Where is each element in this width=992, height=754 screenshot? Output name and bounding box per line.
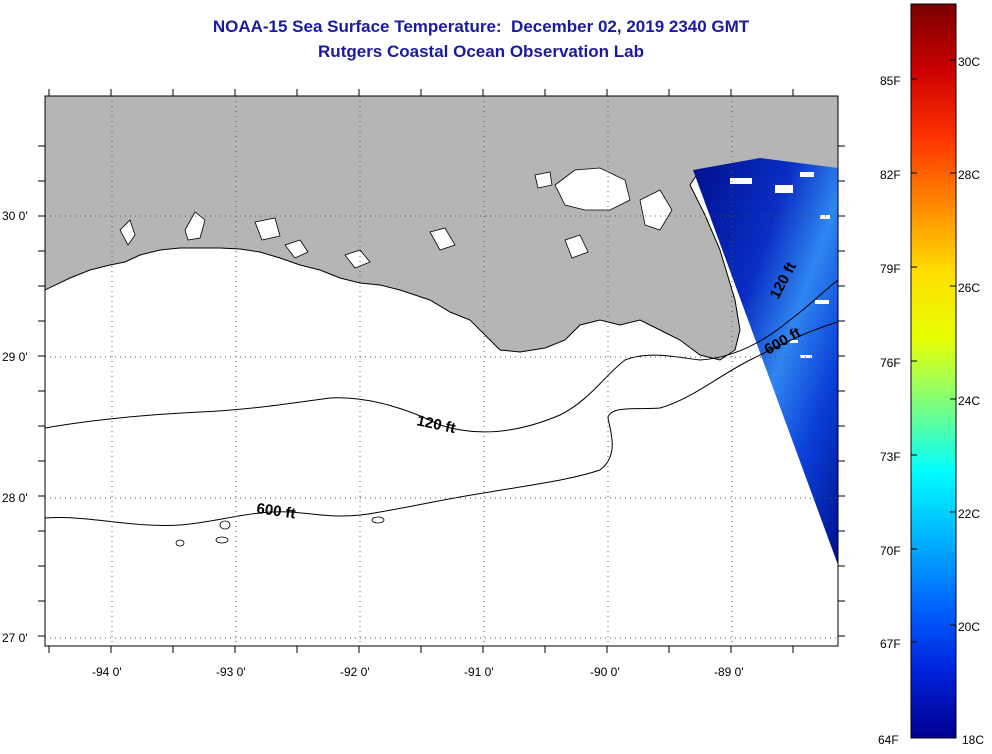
lat-label: 29 0' [2, 350, 28, 364]
celsius-label: 30C [958, 55, 980, 69]
contour-label-600: 600 ft [255, 500, 296, 522]
title-line-1: NOAA-15 Sea Surface Temperature: Decembe… [212, 17, 750, 36]
lon-label: -90 0' [590, 665, 620, 679]
lake [284, 239, 309, 259]
lake [254, 217, 281, 241]
fahrenheit-label: 79F [880, 262, 901, 276]
fahrenheit-label: 73F [880, 450, 901, 464]
fahrenheit-label: 76F [880, 356, 901, 370]
lon-label: -89 0' [714, 665, 744, 679]
lat-label: 27 0' [2, 631, 28, 645]
lat-label: 30 0' [2, 209, 28, 223]
lake [639, 189, 673, 231]
lon-label: -91 0' [464, 665, 494, 679]
lake [564, 234, 589, 259]
bank-feature [371, 516, 385, 524]
celsius-label: 28C [958, 168, 980, 182]
lake [554, 167, 631, 211]
sst-swath [693, 158, 838, 565]
fahrenheit-label: 64F [878, 733, 899, 747]
celsius-label: 20C [958, 620, 980, 634]
bank-feature [175, 539, 185, 547]
land-mass [45, 96, 838, 361]
celsius-label: 26C [958, 281, 980, 295]
lat-label: 28 0' [2, 491, 28, 505]
lon-label: -94 0' [92, 665, 122, 679]
bank-feature [219, 520, 231, 530]
fahrenheit-label: 85F [880, 74, 901, 88]
lake [429, 227, 456, 251]
lake [344, 249, 371, 269]
lake [119, 219, 136, 246]
fahrenheit-label: 70F [880, 544, 901, 558]
fahrenheit-label: 67F [880, 637, 901, 651]
map-title: NOAA-15 Sea Surface Temperature: Decembe… [0, 14, 962, 64]
map-frame [44, 95, 839, 647]
lon-label: -92 0' [340, 665, 370, 679]
axis-ticks [38, 89, 845, 653]
graticule [45, 96, 838, 646]
celsius-label: 24C [958, 394, 980, 408]
contour-120ft [45, 279, 838, 433]
lon-label: -93 0' [216, 665, 246, 679]
bank-feature [215, 536, 229, 544]
celsius-label: 22C [958, 507, 980, 521]
contour-600ft [45, 321, 838, 526]
title-line-2: Rutgers Coastal Ocean Observation Lab [318, 42, 644, 61]
colorbar-scale [910, 3, 957, 739]
lake [534, 171, 553, 189]
fahrenheit-label: 82F [880, 168, 901, 182]
colorbar-ticks [911, 59, 956, 643]
lake [184, 211, 206, 241]
celsius-label: 18C [962, 733, 984, 747]
